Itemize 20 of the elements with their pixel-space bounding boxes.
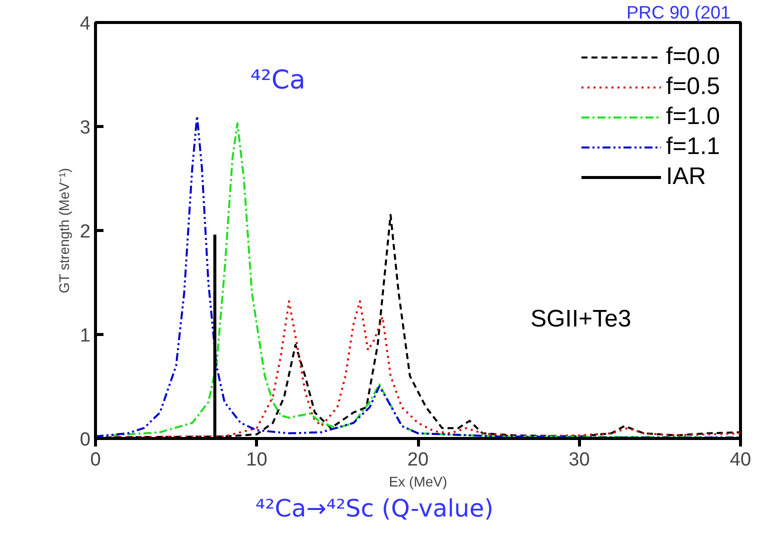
y-tick-label: 2	[80, 222, 91, 242]
x-tick-label: 40	[730, 450, 752, 470]
annotation: ⁴²Ca	[250, 66, 306, 96]
legend-label: IAR	[666, 162, 706, 192]
annotation: PRC 90 (201	[626, 2, 731, 22]
x-axis-title: Ex (MeV)	[388, 474, 448, 490]
y-tick-label: 0	[80, 430, 91, 450]
y-tick-label: 4	[80, 14, 91, 34]
x-tick-label: 30	[568, 450, 590, 470]
y-tick-label: 1	[80, 326, 91, 346]
legend-label: f=1.1	[666, 132, 720, 162]
annotation: SGII+Te3	[530, 306, 632, 332]
legend-label: f=0.0	[666, 42, 720, 72]
x-tick-label: 20	[407, 450, 429, 470]
legend-label: f=1.0	[666, 102, 720, 132]
y-tick-label: 3	[80, 118, 91, 138]
y-axis-title: GT strength (MeV⁻¹)	[56, 168, 72, 294]
x-tick-label: 10	[246, 450, 268, 470]
text: ⁴²Ca→⁴²Sc (Q-value)	[256, 494, 494, 522]
legend-label: f=0.5	[666, 72, 720, 102]
